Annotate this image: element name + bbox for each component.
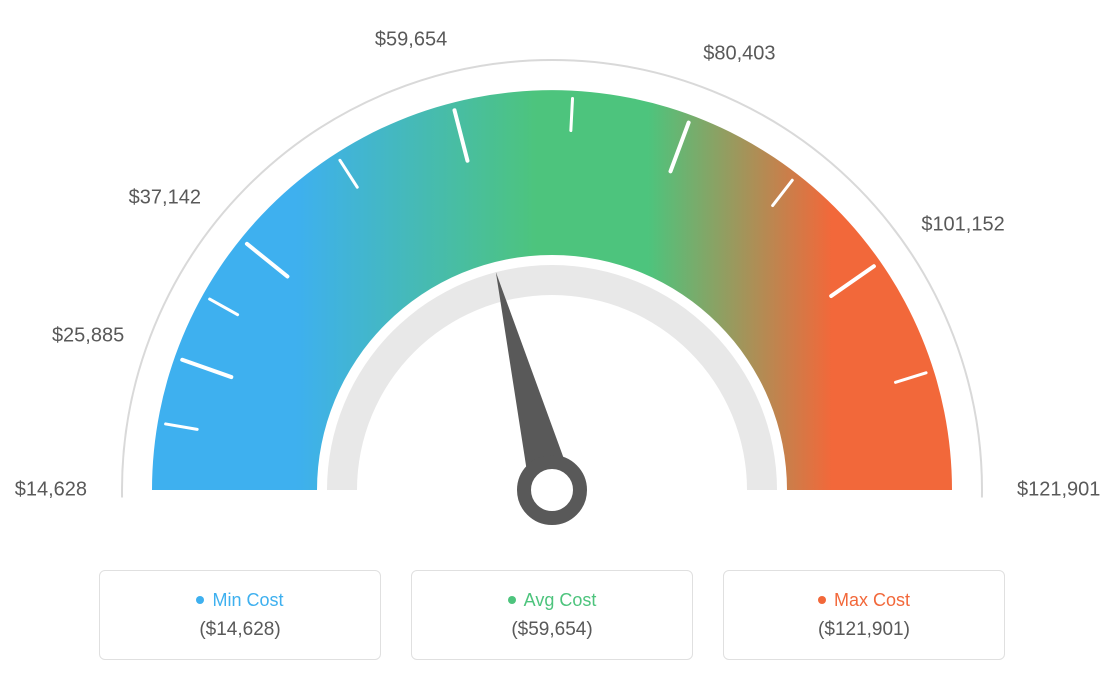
legend-title-text: Max Cost — [834, 590, 910, 611]
legend-title-max: Max Cost — [818, 590, 910, 611]
bullet-icon — [818, 596, 826, 604]
legend-title-text: Avg Cost — [524, 590, 597, 611]
legend-value-min: ($14,628) — [199, 619, 280, 641]
legend-row: Min Cost ($14,628) Avg Cost ($59,654) Ma… — [0, 570, 1104, 660]
scale-label: $14,628 — [15, 479, 87, 502]
legend-card-max: Max Cost ($121,901) — [723, 570, 1005, 660]
scale-label: $59,654 — [375, 28, 447, 51]
bullet-icon — [508, 596, 516, 604]
scale-label: $121,901 — [1017, 479, 1100, 502]
legend-card-min: Min Cost ($14,628) — [99, 570, 381, 660]
legend-title-avg: Avg Cost — [508, 590, 597, 611]
legend-title-text: Min Cost — [212, 590, 283, 611]
legend-title-min: Min Cost — [196, 590, 283, 611]
gauge-area: $14,628 $25,885 $37,142 $59,654 $80,403 $101,… — [0, 0, 1104, 560]
legend-card-avg: Avg Cost ($59,654) — [411, 570, 693, 660]
gauge-chart-container: $14,628 $25,885 $37,142 $59,654 $80,403 $101,… — [0, 0, 1104, 690]
bullet-icon — [196, 596, 204, 604]
legend-value-avg: ($59,654) — [511, 619, 592, 641]
scale-label: $101,152 — [921, 213, 1004, 236]
scale-label: $25,885 — [52, 324, 124, 347]
legend-value-max: ($121,901) — [818, 619, 910, 641]
scale-label: $80,403 — [703, 43, 775, 66]
gauge-svg — [0, 0, 1104, 560]
scale-label: $37,142 — [129, 186, 201, 209]
